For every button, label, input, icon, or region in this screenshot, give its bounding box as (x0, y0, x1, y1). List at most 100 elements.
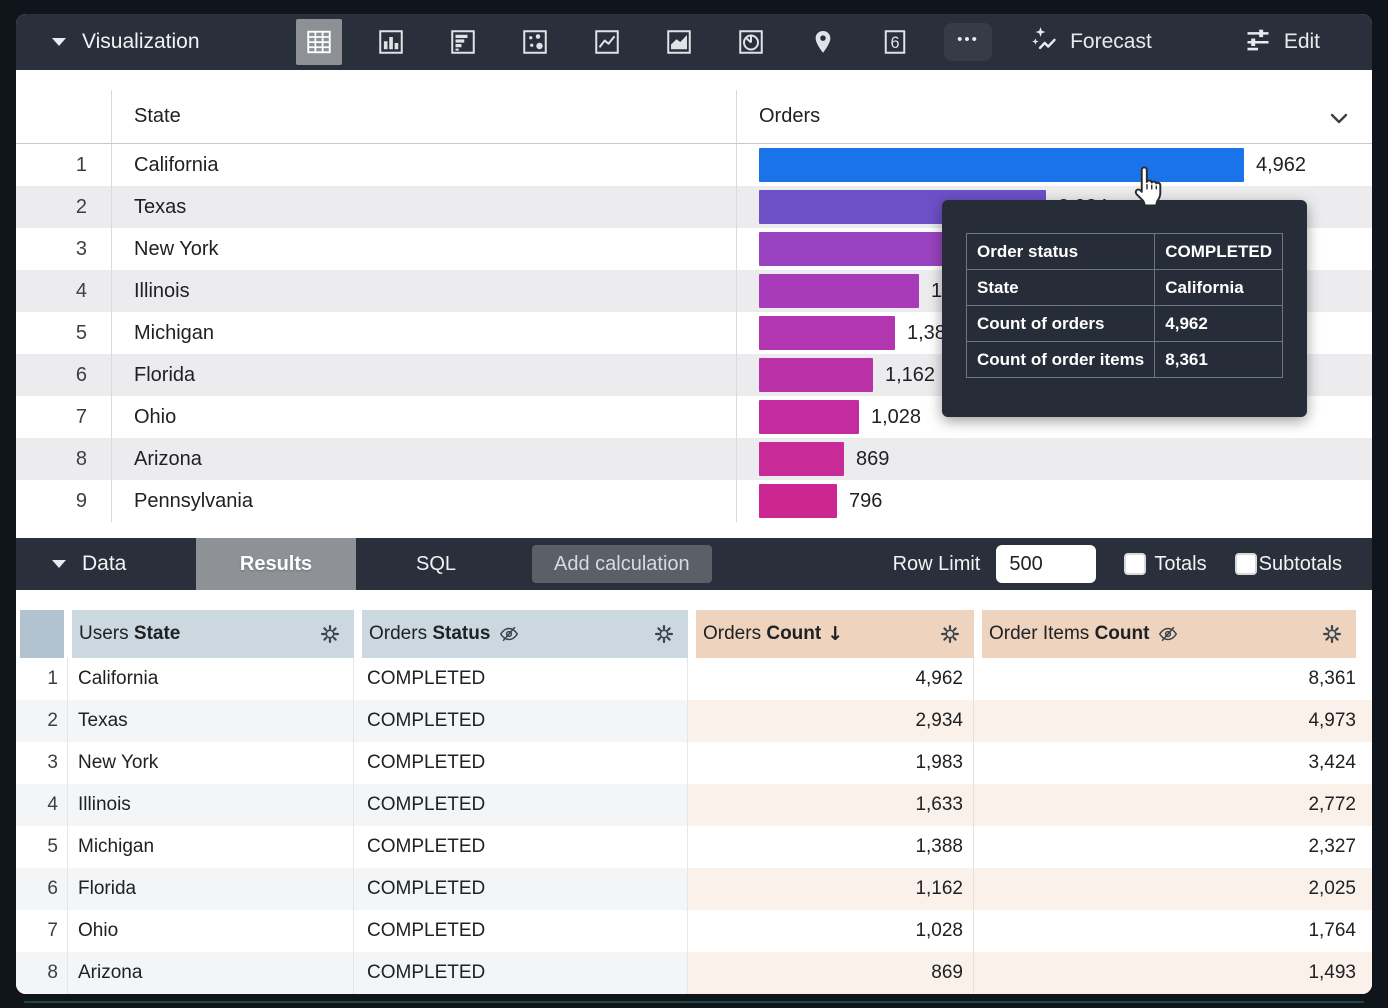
chevron-down-icon[interactable] (1328, 108, 1350, 131)
column-header-orders-status[interactable]: Orders Status (362, 610, 688, 658)
tooltip-value: COMPLETED (1154, 233, 1283, 270)
visualization-section-toggle[interactable]: Visualization (16, 30, 296, 54)
orders-bar[interactable] (759, 400, 859, 434)
viz-orders-column-header[interactable]: Orders (737, 90, 1372, 143)
results-order-items-count-cell[interactable]: 3,424 (1308, 752, 1356, 773)
orders-bar[interactable] (759, 484, 837, 518)
viz-row-number: 2 (16, 186, 112, 228)
results-row-number: 5 (16, 826, 68, 868)
results-orders-count-cell[interactable]: 4,962 (688, 658, 974, 700)
results-state-cell[interactable]: Arizona (68, 952, 354, 994)
results-order-items-count-cell[interactable]: 2,772 (974, 784, 1372, 826)
forecast-button[interactable]: Forecast (1030, 25, 1152, 59)
viz-state-cell[interactable]: Illinois (112, 270, 737, 312)
add-calculation-button[interactable]: Add calculation (532, 545, 712, 583)
results-order-items-count-cell[interactable]: 2,025 (974, 868, 1372, 910)
data-section-toggle[interactable]: Data (16, 552, 196, 576)
results-state-cell[interactable]: Florida (68, 868, 354, 910)
viz-row: 1 California 4,962 (16, 144, 1372, 186)
orders-bar[interactable] (759, 316, 895, 350)
viz-state-cell[interactable]: Texas (112, 186, 737, 228)
viz-type-area-chart[interactable] (656, 19, 702, 65)
viz-orders-cell: 869 (737, 438, 1372, 480)
results-status-cell[interactable]: COMPLETED (354, 826, 688, 868)
column-header-order-items-count[interactable]: Order Items Count (982, 610, 1356, 658)
viz-type-column-chart[interactable] (368, 19, 414, 65)
totals-checkbox[interactable] (1124, 553, 1147, 575)
data-title: Data (82, 552, 127, 575)
results-state-cell[interactable]: New York (68, 742, 354, 784)
orders-bar-value: 1,028 (871, 405, 922, 428)
viz-type-single-value[interactable]: 6 (872, 19, 918, 65)
results-order-items-count-cell[interactable]: 4,973 (974, 700, 1372, 742)
viz-state-column-header[interactable]: State (112, 90, 737, 143)
viz-state-cell[interactable]: Ohio (112, 396, 737, 438)
sort-descending-icon[interactable]: ↓ (827, 623, 844, 645)
results-order-items-count-cell[interactable]: 1,493 (974, 952, 1372, 994)
tooltip-table: Order status COMPLETED State California Coun… (965, 233, 1283, 378)
results-status-cell[interactable]: COMPLETED (354, 952, 688, 994)
orders-bar[interactable] (759, 232, 953, 266)
results-orders-count-cell[interactable]: 1,983 (688, 742, 974, 784)
viz-state-cell[interactable]: Arizona (112, 438, 737, 480)
column-gear-icon[interactable] (938, 622, 974, 646)
results-orders-count-cell[interactable]: 1,028 (688, 910, 974, 952)
tab-results[interactable]: Results (196, 538, 356, 590)
viz-state-cell[interactable]: Michigan (112, 312, 737, 354)
column-header-label: Users State (79, 623, 181, 644)
results-orders-count-cell[interactable]: 869 (688, 952, 974, 994)
orders-bar[interactable] (759, 442, 844, 476)
results-orders-count-cell[interactable]: 1,162 (688, 868, 974, 910)
hidden-field-eye-slash-icon[interactable] (498, 623, 520, 645)
orders-bar-value: 4,962 (1256, 153, 1307, 176)
results-order-items-count-cell[interactable]: 8,361 (1308, 668, 1356, 689)
edit-button[interactable]: Edit (1244, 25, 1320, 59)
column-gear-icon[interactable] (1320, 622, 1356, 646)
column-gear-icon[interactable] (652, 622, 688, 646)
results-state-cell[interactable]: Michigan (68, 826, 354, 868)
more-options-button[interactable]: ••• (944, 23, 992, 61)
viz-state-cell[interactable]: California (112, 144, 737, 186)
row-limit-input[interactable] (996, 545, 1097, 583)
viz-type-bar-chart[interactable] (440, 19, 486, 65)
results-state-cell[interactable]: Ohio (68, 910, 354, 952)
results-order-items-count-cell[interactable]: 2,327 (1308, 836, 1356, 857)
orders-bar[interactable] (759, 274, 919, 308)
results-state-cell[interactable]: California (68, 658, 354, 700)
viz-type-pie-chart[interactable] (728, 19, 774, 65)
viz-type-table[interactable] (296, 19, 342, 65)
viz-type-map[interactable] (800, 19, 846, 65)
column-header-orders-count[interactable]: Orders Count ↓ (696, 610, 974, 658)
results-state-cell[interactable]: Illinois (68, 784, 354, 826)
area-chart-icon (664, 27, 694, 57)
results-status-cell[interactable]: COMPLETED (354, 784, 688, 826)
column-header-label: Orders Count (703, 623, 822, 644)
subtotals-checkbox[interactable] (1234, 553, 1257, 575)
results-status-cell[interactable]: COMPLETED (354, 700, 688, 742)
results-status-cell[interactable]: COMPLETED (354, 868, 688, 910)
results-status-cell[interactable]: COMPLETED (354, 658, 688, 700)
viz-type-scatter-plot[interactable] (512, 19, 558, 65)
tab-sql[interactable]: SQL (356, 538, 516, 590)
results-order-items-count-cell[interactable]: 1,764 (1308, 920, 1356, 941)
results-orders-count-cell[interactable]: 2,934 (688, 700, 974, 742)
hidden-field-eye-slash-icon[interactable] (1157, 623, 1179, 645)
results-state-cell[interactable]: Texas (68, 700, 354, 742)
viz-type-line-chart[interactable] (584, 19, 630, 65)
orders-bar[interactable] (759, 358, 873, 392)
viz-table-header: State Orders (16, 90, 1372, 144)
viz-state-cell[interactable]: Florida (112, 354, 737, 396)
toolbar-actions: Forecast Edit (1030, 25, 1372, 59)
viz-state-cell[interactable]: Pennsylvania (112, 480, 737, 522)
viz-state-cell[interactable]: New York (112, 228, 737, 270)
viz-row-number: 4 (16, 270, 112, 312)
viz-row-number: 5 (16, 312, 112, 354)
column-gear-icon[interactable] (318, 622, 354, 646)
results-status-cell[interactable]: COMPLETED (354, 910, 688, 952)
orders-bar[interactable] (759, 148, 1244, 182)
column-header-users-state[interactable]: Users State (72, 610, 354, 658)
results-status-cell[interactable]: COMPLETED (354, 742, 688, 784)
results-table-row: 1 California COMPLETED 4,962 8,361 (16, 658, 1372, 700)
results-orders-count-cell[interactable]: 1,388 (688, 826, 974, 868)
results-orders-count-cell[interactable]: 1,633 (688, 784, 974, 826)
